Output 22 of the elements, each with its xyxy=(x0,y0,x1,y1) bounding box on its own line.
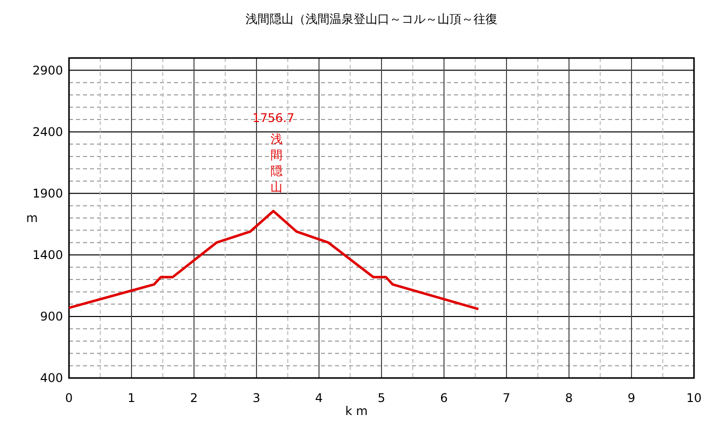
x-tick-label: 10 xyxy=(686,391,702,405)
x-tick-label: 4 xyxy=(315,391,323,405)
x-tick-label: 8 xyxy=(565,391,573,405)
x-tick-label: 0 xyxy=(65,391,73,405)
y-tick-label: 2400 xyxy=(32,124,63,139)
chart-title: 浅間隠山（浅間温泉登山口～コル～山頂～往復 xyxy=(246,12,498,26)
x-tick-label: 7 xyxy=(502,391,510,405)
annotation: 浅間隠山 xyxy=(270,132,282,194)
x-tick-label: 9 xyxy=(628,391,636,405)
x-tick-label: 2 xyxy=(190,391,198,405)
x-tick-label: 5 xyxy=(378,391,386,405)
y-tick-label: 1900 xyxy=(32,186,63,200)
y-tick-label: 900 xyxy=(40,309,63,324)
x-tick-label: 3 xyxy=(252,391,260,405)
y-tick-label: 1400 xyxy=(32,248,63,262)
y-tick-label: 400 xyxy=(40,371,63,385)
x-tick-label: 6 xyxy=(440,391,448,405)
x-axis-title: k m xyxy=(345,404,368,418)
line-series xyxy=(68,210,480,310)
x-tick-label: 1 xyxy=(128,391,136,405)
y-tick-label: 2900 xyxy=(32,63,63,78)
y-axis-title: m xyxy=(26,211,38,225)
